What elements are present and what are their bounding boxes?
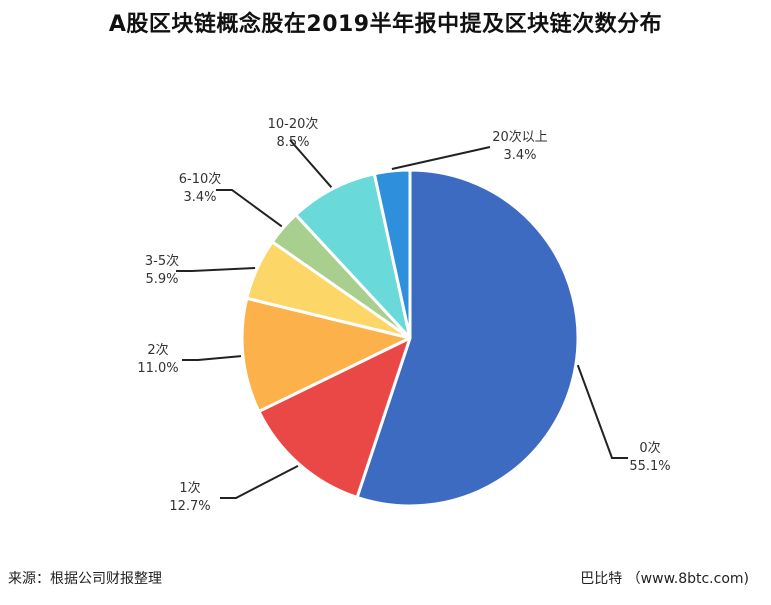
- pie-slices: [240, 168, 580, 508]
- slice-label-percent: 55.1%: [629, 459, 670, 474]
- slice-label-percent: 3.4%: [183, 190, 216, 205]
- slice-label-percent: 5.9%: [145, 272, 178, 287]
- leader-line: [182, 355, 242, 361]
- leader-line: [289, 139, 333, 188]
- leader-line: [576, 364, 628, 459]
- slice-label-name: 6-10次: [179, 171, 222, 187]
- slice-labels: 0次 55.1% 1次 12.7% 2次 11.0% 3-5次 5.9% 6-10次 3.4% 10…: [137, 116, 670, 514]
- slice-label-name: 20次以上: [492, 129, 548, 145]
- pie-slice: [355, 168, 580, 508]
- chart-title: A股区块链概念股在2019半年报中提及区块链次数分布: [108, 12, 663, 37]
- slice-label-name: 2次: [147, 342, 168, 358]
- pie-slice: [294, 172, 412, 340]
- slice-label-name: 3-5次: [145, 253, 179, 269]
- leader-line: [391, 146, 491, 170]
- credit-note: 巴比特 （www.8btc.com): [580, 571, 749, 587]
- source-note: 来源：根据公司财报整理: [8, 571, 162, 587]
- slice-label-percent: 3.4%: [503, 148, 536, 163]
- leader-line: [216, 189, 283, 228]
- slice-label-name: 1次: [179, 480, 200, 496]
- leader-line: [220, 465, 299, 499]
- slice-label-percent: 11.0%: [137, 361, 178, 376]
- pie-slice: [257, 336, 412, 499]
- slice-label-percent: 8.5%: [276, 135, 309, 150]
- leader-line: [176, 267, 256, 272]
- slice-label-name: 0次: [639, 440, 660, 456]
- pie-slice: [240, 296, 412, 413]
- slice-label-percent: 12.7%: [169, 499, 210, 514]
- leader-lines: [176, 139, 628, 499]
- slice-label-name: 10-20次: [268, 116, 319, 132]
- pie-slice: [372, 168, 412, 340]
